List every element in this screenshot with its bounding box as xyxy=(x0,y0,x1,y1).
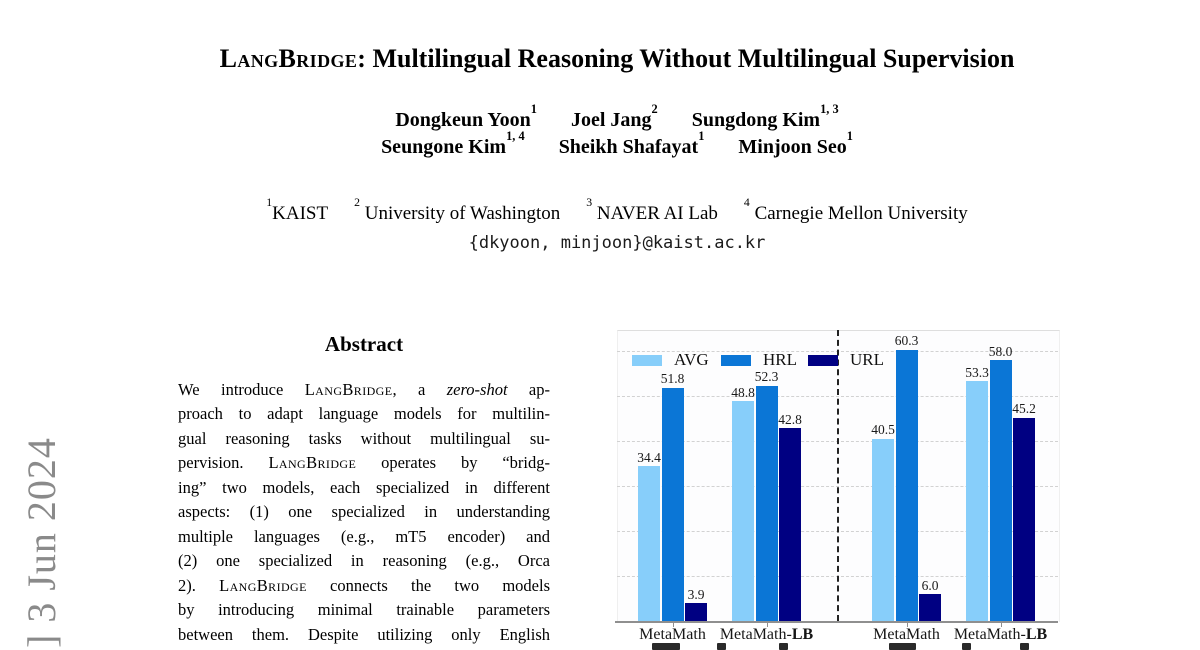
legend-item-hrl: HRL xyxy=(721,350,797,370)
affiliation-superscript: 1 xyxy=(266,196,273,210)
legend-label: URL xyxy=(850,350,884,369)
cut-off-text-fragment xyxy=(779,643,788,650)
author-name: Sheikh Shafayat1 xyxy=(558,128,705,158)
abstract-line: aspects: (1) one specialized in understa… xyxy=(178,502,550,522)
cut-off-text-fragment xyxy=(1020,643,1029,650)
arxiv-stamp: ] 3 Jun 2024 xyxy=(19,437,64,648)
bar-url xyxy=(685,603,707,621)
legend-item-url: URL xyxy=(808,350,884,370)
legend-label: AVG xyxy=(674,350,709,369)
cut-off-text-fragment xyxy=(717,643,726,650)
affiliations: 1KAIST 2 University of Washington 3 NAVER … xyxy=(17,196,1200,225)
x-axis-label: MetaMath-LB xyxy=(953,626,1048,643)
author-name: Joel Jang2 xyxy=(570,101,658,131)
bar-hrl xyxy=(755,385,778,621)
affiliation: 2 University of Washington xyxy=(354,196,561,224)
legend-swatch-icon xyxy=(632,354,662,366)
bar-avg xyxy=(872,438,894,622)
bar-value-label: 48.8 xyxy=(731,384,755,400)
abstract-line: gual reasoning tasks without multilingua… xyxy=(178,428,550,448)
abstract-section: Abstract We introduce LangBridge, a zero… xyxy=(178,332,550,644)
affiliation-superscript: 4 xyxy=(743,196,750,210)
abstract-line: We introduce LangBridge, a zero-shot ap- xyxy=(178,380,551,399)
affiliation: 4 Carnegie Mellon University xyxy=(743,196,968,224)
abstract-line: between them. Despite utilizing only Eng… xyxy=(178,624,550,644)
affiliation: 1KAIST xyxy=(266,196,329,224)
bar-value-label: 34.4 xyxy=(637,449,661,465)
abstract-line: multiple languages (e.g., mT5 encoder) a… xyxy=(178,526,550,546)
author-name: Seungone Kim1, 4 xyxy=(381,128,525,158)
panel-separator-line xyxy=(836,330,839,621)
abstract-line: by introducing minimal trainable paramet… xyxy=(178,600,550,620)
author-superscript: 1 xyxy=(530,101,537,116)
abstract-line: pervision. LangBridge operates by “bridg… xyxy=(178,453,550,473)
abstract-line: (2) one specialized in reasoning (e.g., … xyxy=(178,551,550,571)
affiliation-superscript: 2 xyxy=(354,196,360,210)
x-axis-label: MetaMath xyxy=(639,626,706,643)
bar-value-label: 6.0 xyxy=(921,577,939,593)
abstract-body: We introduce LangBridge, a zero-shot ap-… xyxy=(178,378,550,647)
x-axis-tick xyxy=(906,623,908,627)
abstract-line: proach to adapt language models for mult… xyxy=(178,404,550,424)
page-title: LangBridge: Multilingual Reasoning Witho… xyxy=(219,44,1015,73)
bar-value-label: 40.5 xyxy=(871,422,895,438)
bar-url xyxy=(919,594,941,621)
author-superscript: 1 xyxy=(698,128,705,143)
email-line: {dkyoon, minjoon}@kaist.ac.kr xyxy=(468,233,766,253)
author-superscript: 1, 3 xyxy=(820,101,839,116)
author-name: Minjoon Seo1 xyxy=(738,128,853,158)
bar-avg xyxy=(732,401,754,621)
affiliation-superscript: 3 xyxy=(586,196,593,210)
bar-value-label: 58.0 xyxy=(988,343,1013,359)
bar-avg xyxy=(966,381,988,621)
bar-url xyxy=(779,428,801,621)
abstract-line: 2). LangBridge connects the two models xyxy=(178,575,551,595)
x-axis-tick xyxy=(672,623,674,627)
bar-value-label: 52.3 xyxy=(754,369,779,385)
bar-value-label: 51.8 xyxy=(660,371,685,387)
authors-line-2: Seungone Kim1, 4 Sheikh Shafayat1 Minjoon … xyxy=(17,128,1200,159)
x-axis-label: MetaMath xyxy=(873,626,940,643)
authors-line-1: Dongkeun Yoon1 Joel Jang2 Sungdong Kim1, 3 xyxy=(17,101,1200,132)
cut-off-text-fragment xyxy=(962,643,971,650)
author-superscript: 1 xyxy=(846,128,853,143)
bar-hrl xyxy=(895,349,918,621)
cut-off-text-fragment xyxy=(652,643,680,650)
bar-value-label: 42.8 xyxy=(778,411,802,427)
legend-label: HRL xyxy=(763,350,797,369)
bar-url xyxy=(1013,417,1035,621)
figure-bar-chart: 34.4 51.8 3.9 MetaMath 48.8 52.3 42.8 MetaMath-… xyxy=(612,325,1064,648)
bar-avg xyxy=(638,466,660,621)
cut-off-text-fragment xyxy=(889,643,916,650)
x-axis-label: MetaMath-LB xyxy=(719,626,814,643)
x-axis-tick xyxy=(1000,623,1002,627)
x-axis-line xyxy=(615,621,1058,623)
abstract-line: ing” two models, each specialized in dif… xyxy=(178,477,550,497)
x-axis-tick xyxy=(766,623,768,627)
bar-hrl xyxy=(989,360,1012,621)
legend-swatch-icon xyxy=(721,354,751,366)
affiliation: 3 NAVER AI Lab xyxy=(586,196,718,224)
author-superscript: 2 xyxy=(651,101,658,116)
bar-value-label: 45.2 xyxy=(1012,401,1036,417)
author-superscript: 1, 4 xyxy=(506,128,525,143)
abstract-heading: Abstract xyxy=(324,332,404,356)
legend-swatch-icon xyxy=(808,354,838,366)
bar-value-label: 53.3 xyxy=(965,364,989,380)
author-name: Sungdong Kim1, 3 xyxy=(691,101,839,131)
legend-item-avg: AVG xyxy=(632,350,709,370)
bar-value-label: 60.3 xyxy=(894,333,919,349)
bar-hrl xyxy=(661,387,684,621)
author-name: Dongkeun Yoon1 xyxy=(395,101,537,131)
bar-value-label: 3.9 xyxy=(687,586,705,602)
